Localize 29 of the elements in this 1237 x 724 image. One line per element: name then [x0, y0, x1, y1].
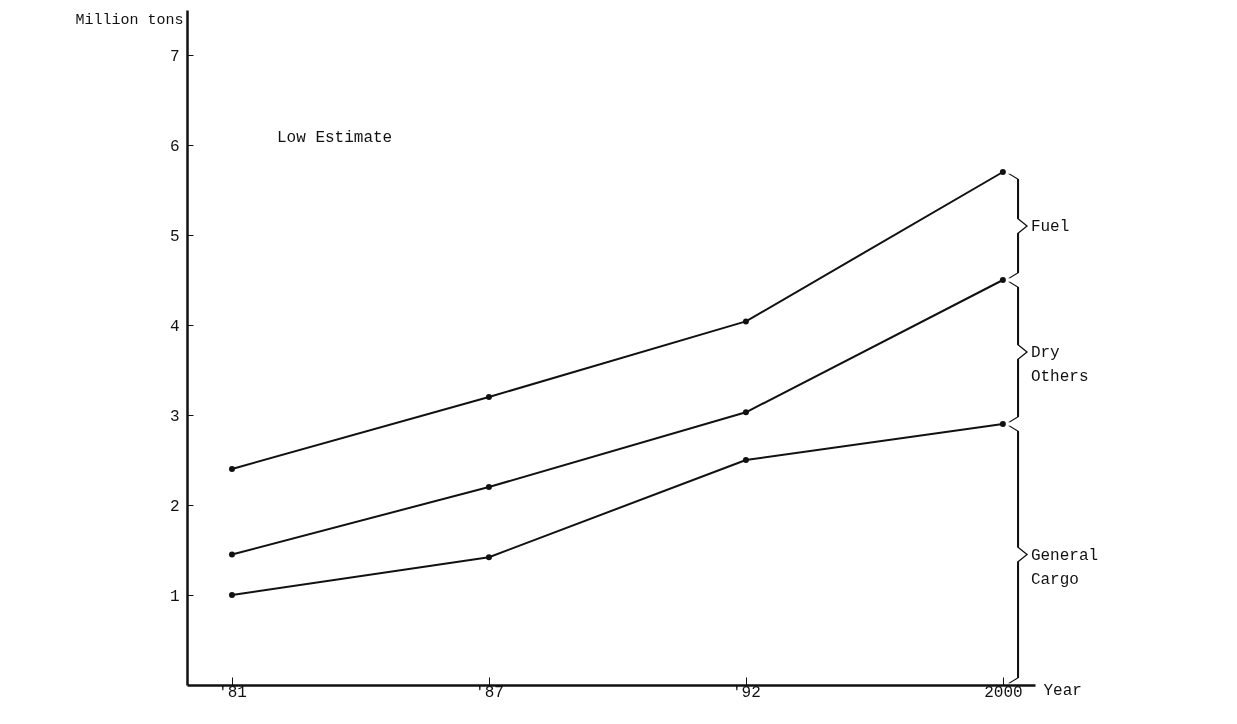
x-tick-label: '81	[218, 683, 247, 702]
annotation: Dry Others	[1030, 344, 1089, 386]
point	[228, 551, 235, 558]
point	[999, 277, 1006, 283]
x-tick-label: '87	[475, 683, 504, 702]
point	[485, 394, 492, 400]
x-axis-title: Year	[1043, 681, 1082, 700]
point	[485, 484, 492, 490]
y-tick-label: 2	[169, 497, 180, 516]
x-tick-label: '92	[732, 683, 761, 702]
annotation: General Cargo	[1030, 546, 1099, 589]
y-axis-title: Million tons	[75, 11, 184, 29]
annotation: Fuel	[1030, 218, 1070, 236]
point	[742, 457, 749, 463]
y-tick-label: 5	[169, 227, 180, 246]
annotation: Low Estimate	[277, 129, 393, 147]
y-tick-label: 7	[169, 47, 180, 66]
point	[742, 409, 749, 416]
y-tick-label: 1	[169, 587, 180, 606]
point	[999, 421, 1006, 427]
point	[742, 318, 749, 325]
point	[999, 169, 1006, 175]
x-tick-label: 2000	[984, 683, 1023, 702]
y-tick-label: 6	[169, 137, 180, 156]
y-tick-label: 3	[169, 407, 180, 426]
point	[228, 592, 235, 598]
point	[228, 466, 235, 472]
point	[485, 554, 492, 561]
y-tick-label: 4	[169, 317, 180, 336]
